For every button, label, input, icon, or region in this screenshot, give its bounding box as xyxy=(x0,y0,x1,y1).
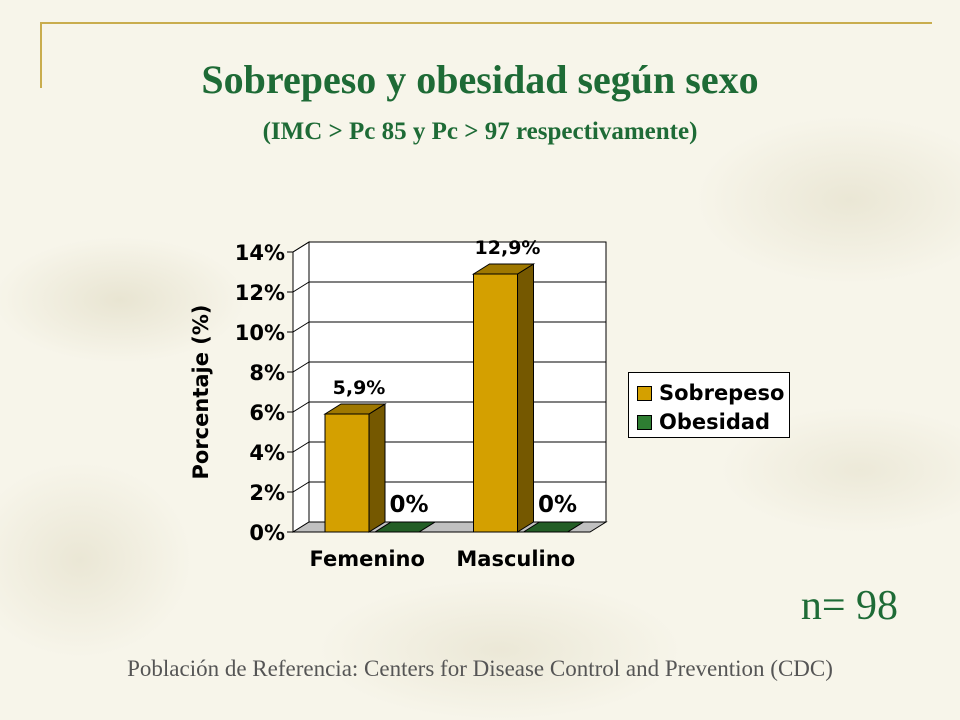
chart-legend: Sobrepeso Obesidad xyxy=(628,372,790,438)
frame-left-line xyxy=(40,22,42,88)
gridline-side xyxy=(292,441,310,453)
chart-side-wall xyxy=(292,241,310,533)
y-tick-label: 10% xyxy=(235,321,285,345)
gridline-side xyxy=(292,241,310,253)
y-tick-label: 0% xyxy=(249,521,285,545)
bar-top-obesidad-femenino xyxy=(373,521,437,533)
bar-sobrepeso-femenino xyxy=(324,413,370,533)
y-tick-label: 12% xyxy=(235,281,285,305)
y-tick-label: 14% xyxy=(235,241,285,265)
bar-top-obesidad-masculino xyxy=(521,521,586,533)
bar-side-sobrepeso-femenino xyxy=(368,403,386,533)
footer-reference: Población de Referencia: Centers for Dis… xyxy=(127,656,833,681)
y-tick-label: 8% xyxy=(249,361,285,385)
legend-label-sobrepeso: Sobrepeso xyxy=(659,381,785,405)
gridline-side xyxy=(292,321,310,333)
data-label: 0% xyxy=(538,492,577,518)
data-label: 12,9% xyxy=(475,237,541,259)
legend-item-sobrepeso: Sobrepeso xyxy=(637,381,784,405)
gridline-side xyxy=(292,281,310,293)
bar-top-sobrepeso-masculino xyxy=(471,263,536,275)
data-label: 5,9% xyxy=(333,377,386,399)
bar-sobrepeso-masculino xyxy=(473,273,518,533)
bar-side-sobrepeso-masculino xyxy=(517,263,534,533)
y-tick-label: 6% xyxy=(249,401,285,425)
x-tick-label: Femenino xyxy=(310,547,425,571)
legend-label-obesidad: Obesidad xyxy=(659,410,771,434)
legend-swatch-obesidad xyxy=(637,414,652,430)
sample-size-label: n= 98 xyxy=(800,583,898,629)
legend-item-obesidad: Obesidad xyxy=(637,410,770,434)
y-tick-label: 2% xyxy=(249,481,285,505)
gridline-side xyxy=(292,401,310,413)
slide-title: Sobrepeso y obesidad según sexo xyxy=(201,57,759,102)
legend-swatch-sobrepeso xyxy=(637,385,652,401)
slide-subtitle: (IMC > Pc 85 y Pc > 97 respectivamente) xyxy=(262,118,698,145)
bar-top-sobrepeso-femenino xyxy=(323,403,387,415)
gridline-side xyxy=(292,361,310,373)
gridline-side xyxy=(292,481,310,493)
y-tick-label: 4% xyxy=(249,441,285,465)
frame-top-line xyxy=(40,22,932,24)
data-label: 0% xyxy=(389,492,428,518)
x-tick-label: Masculino xyxy=(456,547,575,571)
y-axis-label: Porcentaje (%) xyxy=(189,304,213,479)
